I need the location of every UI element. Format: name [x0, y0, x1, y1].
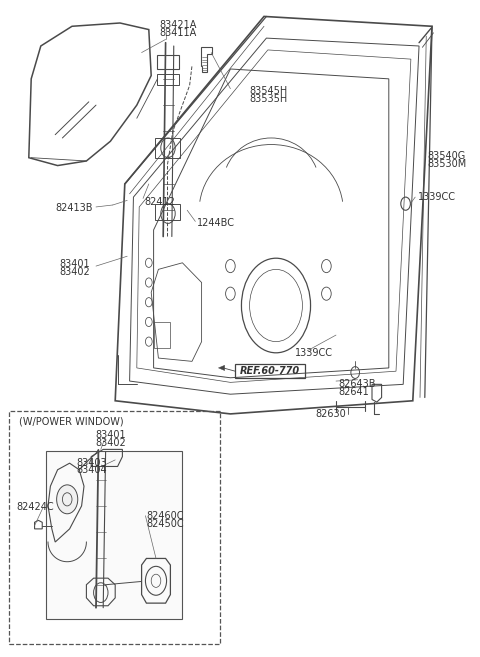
- Text: 1244BC: 1244BC: [197, 218, 235, 229]
- Text: 83401: 83401: [95, 430, 126, 440]
- Text: 1339CC: 1339CC: [418, 192, 456, 202]
- Text: 82641: 82641: [338, 387, 369, 397]
- Text: 83403: 83403: [76, 457, 107, 468]
- Text: 83535H: 83535H: [250, 93, 288, 104]
- Text: 83540G: 83540G: [427, 151, 466, 162]
- Bar: [157, 55, 179, 69]
- Bar: [157, 74, 179, 85]
- Text: 83402: 83402: [95, 438, 126, 448]
- Circle shape: [57, 485, 78, 514]
- Text: 83404: 83404: [76, 465, 107, 476]
- Text: REF.60-770: REF.60-770: [240, 366, 300, 376]
- Text: 83401: 83401: [59, 259, 90, 269]
- Bar: [46, 451, 182, 619]
- Text: 83545H: 83545H: [250, 85, 288, 96]
- Text: 82413B: 82413B: [56, 202, 93, 213]
- Text: 82424C: 82424C: [16, 502, 54, 512]
- Text: 83421A: 83421A: [159, 20, 196, 30]
- Text: 82412: 82412: [144, 196, 175, 207]
- Text: (W/POWER WINDOW): (W/POWER WINDOW): [19, 417, 124, 427]
- Text: 82460C: 82460C: [146, 510, 184, 521]
- Text: 1339CC: 1339CC: [295, 348, 333, 358]
- Text: 82643B: 82643B: [338, 379, 376, 390]
- Text: 83530M: 83530M: [427, 159, 467, 170]
- Bar: [235, 364, 305, 378]
- Bar: [9, 411, 220, 644]
- Bar: [154, 322, 170, 348]
- Text: 82450C: 82450C: [146, 518, 184, 529]
- Polygon shape: [218, 365, 225, 371]
- Text: 82630: 82630: [316, 409, 347, 419]
- Text: 83402: 83402: [59, 267, 90, 277]
- Text: 83411A: 83411A: [159, 28, 196, 38]
